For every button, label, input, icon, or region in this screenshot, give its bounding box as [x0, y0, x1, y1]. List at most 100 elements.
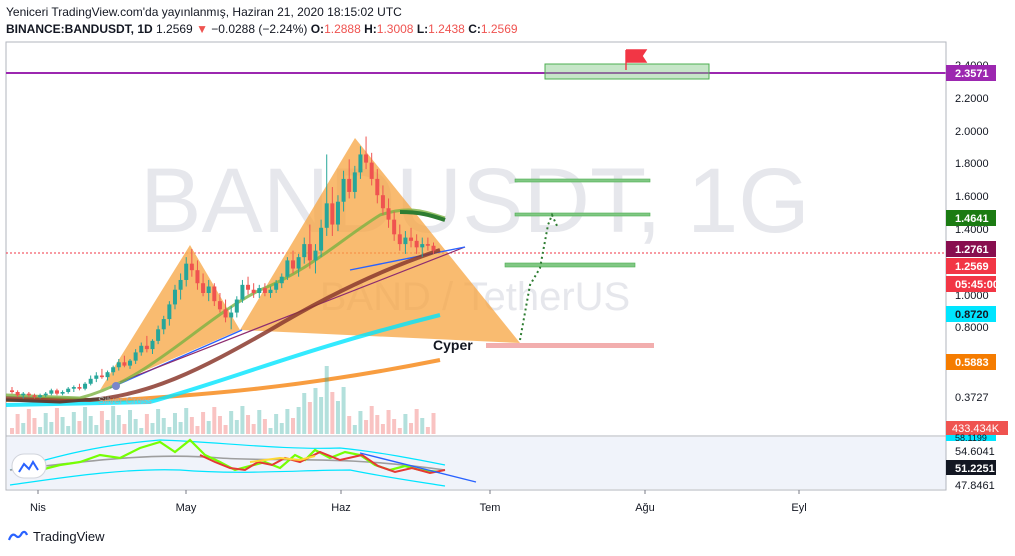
price-badge-label: 1.2761: [955, 244, 989, 256]
high-value: 1.3008: [376, 22, 414, 36]
price-badge: [946, 241, 996, 257]
price-badge: [946, 210, 996, 226]
volume-bar: [403, 414, 408, 434]
symbol-line: BINANCE:BANDUSDT, 1D 1.2569 ▼ −0.0288 (−…: [6, 22, 518, 36]
volume-bar: [223, 425, 228, 434]
indicator-chart-icon: [18, 460, 39, 473]
candle-body: [335, 201, 340, 225]
candle-body: [195, 270, 200, 284]
volume-bar: [66, 426, 71, 434]
tradingview-logo-icon: [8, 530, 28, 540]
candle-body: [111, 367, 116, 373]
volume-bar: [217, 416, 222, 434]
volume-bar: [116, 415, 121, 434]
volume-bar: [94, 425, 99, 434]
candle-body: [369, 162, 374, 179]
candle-body: [49, 390, 54, 394]
indicator-top-badge: [946, 435, 996, 441]
volume-bar: [397, 428, 402, 434]
volume-bar: [88, 416, 93, 434]
price-badge-label: 1.4641: [955, 213, 989, 225]
volume-bar: [201, 412, 206, 434]
x-tick-label: Nis: [30, 502, 46, 514]
volume-bar: [341, 387, 346, 434]
tradingview-brand[interactable]: TradingView: [8, 529, 105, 544]
bb-lower: [9, 469, 446, 487]
volume-bar: [26, 409, 31, 434]
volume-bar: [386, 410, 391, 434]
volume-bar: [139, 428, 144, 434]
candle-body: [274, 283, 279, 290]
candle-body: [386, 208, 391, 220]
candle-body: [66, 388, 71, 392]
candle-body: [279, 276, 284, 284]
candle-body: [206, 286, 211, 293]
candle-body: [229, 312, 234, 318]
candle-body: [94, 375, 99, 379]
candle-body: [133, 352, 138, 361]
low-value: 1.2438: [428, 22, 465, 36]
price-badge: [946, 306, 996, 322]
candle-body: [262, 288, 267, 293]
volume-bar: [105, 420, 110, 434]
candle-body: [431, 245, 436, 251]
candle-body: [43, 393, 48, 396]
candle-body: [392, 219, 397, 235]
candle-body: [83, 383, 88, 389]
volume-bar: [150, 423, 155, 434]
x-tick-label: Tem: [480, 502, 501, 514]
volume-bar: [128, 410, 133, 434]
down-arrow-icon: ▼: [196, 22, 208, 36]
price-badge-label: 0.8720: [955, 309, 989, 321]
volume-bar: [212, 407, 217, 434]
candle-body: [60, 392, 65, 394]
volume-bar: [425, 427, 430, 434]
indicator-top-tick: 58.1199: [955, 433, 987, 443]
candle-body: [425, 244, 430, 246]
indicator-value-badge: [946, 460, 996, 475]
candle-body: [32, 395, 37, 397]
watermark-symbol: BANDUSDT, 1G: [140, 150, 810, 252]
volume-bar: [234, 420, 239, 434]
price-badge-label: 05:45:00: [955, 279, 999, 291]
candle-body: [26, 393, 31, 396]
candle-body: [347, 178, 352, 192]
candle-body: [139, 345, 144, 353]
indicator-value-label: 51.2251: [955, 463, 995, 475]
indicator-tick: 47.8461: [955, 480, 995, 492]
close-label: C:: [468, 22, 481, 36]
volume-bar: [54, 408, 59, 434]
y-tick-label: 2.0000: [955, 126, 989, 138]
ma-brown: [5, 248, 441, 403]
bb-upper: [9, 439, 446, 471]
cross-marker: [112, 382, 120, 390]
volume-bar: [364, 420, 369, 434]
candle-body: [38, 395, 43, 397]
volume-bar: [167, 427, 172, 434]
flag-icon: [625, 49, 648, 70]
volume-badge-label: 433.434K: [952, 423, 1000, 435]
price-badge: [946, 65, 996, 81]
candle-body: [420, 244, 425, 248]
candle-body: [352, 172, 357, 192]
pattern-bcd: [240, 138, 520, 343]
volume-bar: [251, 424, 256, 434]
volume-bar: [15, 414, 20, 434]
volume-bar: [111, 406, 116, 434]
stop-zone: [486, 343, 654, 348]
price-badge-label: 0.5883: [955, 357, 989, 369]
volume-bar: [144, 414, 149, 434]
pattern-label: Cyper: [433, 337, 473, 353]
candle-body: [414, 240, 419, 248]
candle-body: [375, 178, 380, 196]
candle-body: [116, 362, 121, 368]
candle-body: [403, 237, 408, 245]
candle-body: [77, 387, 82, 389]
price-change: −0.0288 (−2.24%): [211, 22, 308, 36]
y-tick-label: 1.4000: [955, 224, 989, 236]
candle-body: [240, 284, 245, 300]
candle-body: [364, 154, 369, 163]
candle-body: [10, 390, 14, 392]
volume-bar: [431, 413, 436, 434]
